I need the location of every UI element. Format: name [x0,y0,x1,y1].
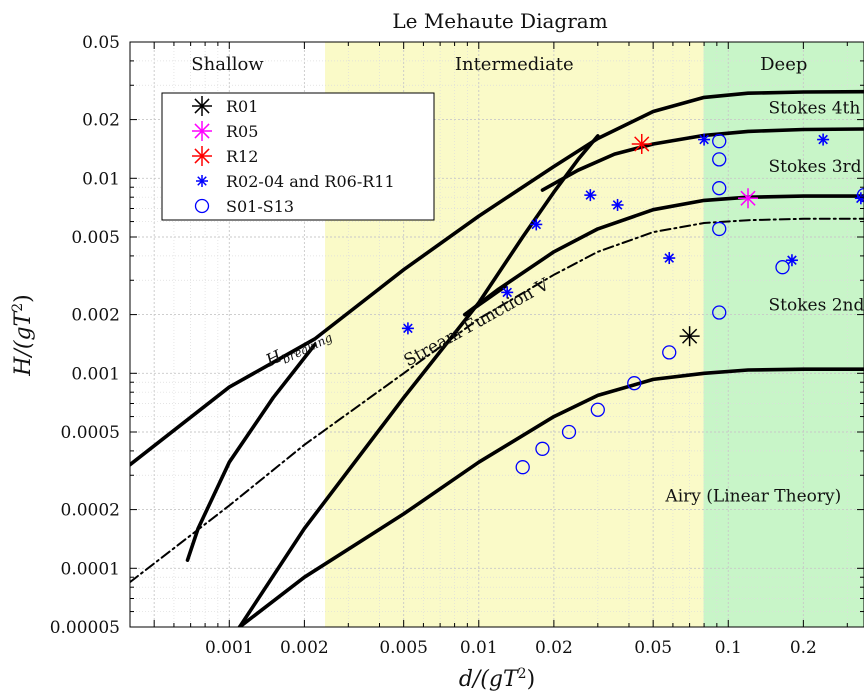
stokes4-boundary-curve [540,127,864,192]
region-label-shallow: Shallow [191,54,264,75]
chart-title: Le Mehaute Diagram [392,9,607,33]
legend-marker-r05 [192,121,212,141]
breaking-curve [130,89,864,467]
point-r02-04-and-r06-r11 [401,322,414,335]
y-tick-label: 0.0005 [61,423,120,443]
x-tick-label: 0.005 [379,638,428,658]
x-tick-label: 0.2 [790,638,817,658]
legend-marker-s01-s13 [194,198,210,214]
point-s01-s13 [712,134,727,149]
point-s01-s13 [712,152,727,167]
point-s01-s13 [712,181,727,196]
plot-frame [129,41,864,628]
legend-marker-r01 [192,96,212,116]
point-r02-04-and-r06-r11 [530,218,543,231]
legend-marker-r02-04-and-r06-r11 [196,175,208,187]
point-s01-s13 [856,187,864,203]
point-r02-04-and-r06-r11 [584,189,597,202]
region-label-intermediate: Intermediate [455,54,574,75]
region-label-deep: Deep [760,54,807,75]
point-s01-s13 [627,376,642,391]
y-tick-label: 0.00005 [50,618,120,638]
legend-label-s01-s13: S01-S13 [226,197,294,216]
point-s01-s13 [712,305,727,320]
y-tick-label: 0.02 [82,111,120,131]
curve-label: Stokes 3rd Order [769,157,864,177]
point-s01-s13 [535,441,550,456]
x-tick-label: 0.001 [205,638,254,658]
point-r02-04-and-r06-r11 [817,133,830,146]
point-r02-04-and-r06-r11 [501,286,514,299]
curve-label: Stokes 2nd Order [769,295,864,315]
legend-marker-r12 [192,146,212,166]
point-r05 [738,188,759,209]
region-deep [703,42,864,627]
point-r02-04-and-r06-r11 [785,254,798,267]
point-s01-s13 [775,260,790,275]
point-r12 [631,133,652,154]
y-tick-label: 0.0001 [61,559,120,579]
x-tick-label: 0.002 [280,638,329,658]
x-tick-label: 0.1 [715,638,742,658]
point-r02-04-and-r06-r11 [698,133,711,146]
x-axis-label: d/(gT2) [459,666,535,692]
legend-label-r12: R12 [226,147,258,166]
stokes3-cusp-curve [463,284,508,317]
point-s01-s13 [712,221,727,237]
y-tick-label: 0.05 [82,33,120,53]
point-r01 [679,326,700,347]
y-tick-label: 0.002 [71,306,120,326]
stream-function-boundary-curve [237,134,600,627]
stokes3-boundary-curve [463,194,864,317]
point-r02-04-and-r06-r11 [611,198,624,211]
point-r02-04-and-r06-r11 [663,252,676,265]
y-axis-label: H/(gT2) [10,294,36,376]
curve-label: Airy (Linear Theory) [664,487,841,507]
y-tick-label: 0.005 [71,228,120,248]
y-tick-label: 0.01 [82,169,120,189]
point-s01-s13 [662,345,677,360]
x-tick-label: 0.05 [634,638,672,658]
legend-label-r01: R01 [226,97,258,116]
point-s01-s13 [561,424,577,440]
y-tick-label: 0.0002 [61,501,120,521]
stokes2-boundary-curve [237,367,864,627]
point-s01-s13 [590,402,605,417]
y-tick-label: 0.001 [71,364,120,384]
breaking-shallow-limit-curve [185,343,317,562]
curve-label: Stokes 4th Order [769,98,864,118]
x-tick-label: 0.01 [460,638,498,658]
x-tick-label: 0.02 [535,638,573,658]
legend-label-r02-04-and-r06-r11: R02-04 and R06-R11 [226,172,395,191]
legend-label-r05: R05 [226,122,258,141]
stream-function-limit-curve [130,217,864,584]
point-s01-s13 [515,460,530,475]
